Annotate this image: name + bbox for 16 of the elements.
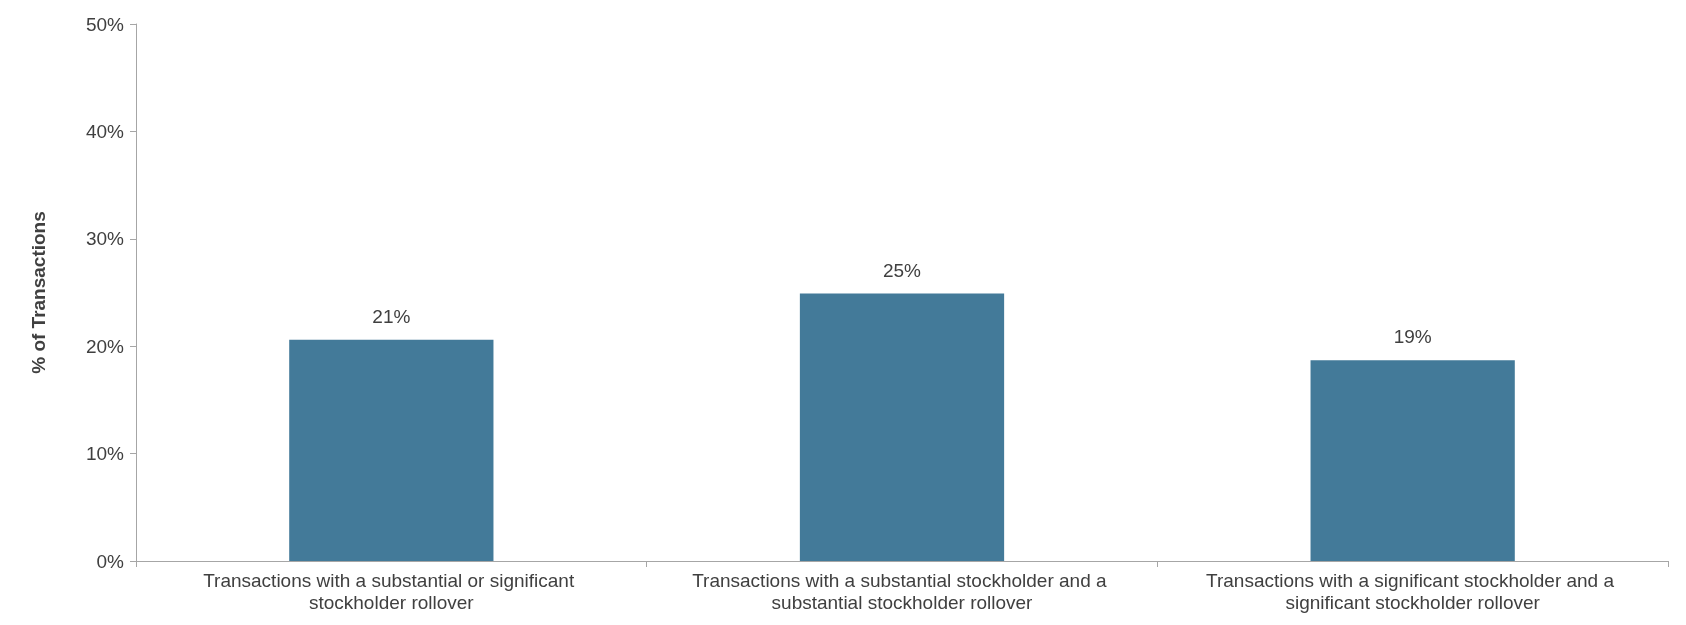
bar (289, 339, 494, 561)
x-tick-label: Transactions with a substantial stockholder and a substantial stockholder rollover (692, 569, 1112, 613)
data-label: 25% (882, 259, 922, 281)
bar (1310, 360, 1515, 561)
y-tick-label: 40% (85, 120, 125, 142)
y-tick-label: 20% (85, 335, 125, 357)
bar (799, 293, 1005, 561)
y-tick-label: 10% (85, 443, 125, 465)
x-tick-label: Transactions with a substantial or significant stockholder rollover (203, 569, 580, 613)
x-tick-label: Transactions with a significant stockholder and a significant stockholder rollover (1206, 569, 1620, 613)
y-tick-label: 50% (85, 13, 125, 35)
data-label: 19% (1393, 326, 1432, 348)
y-tick-label: 30% (85, 228, 125, 250)
y-axis-title: % of Transactions (28, 211, 49, 374)
data-label: 21% (372, 305, 411, 327)
y-tick-label: 0% (96, 550, 125, 572)
